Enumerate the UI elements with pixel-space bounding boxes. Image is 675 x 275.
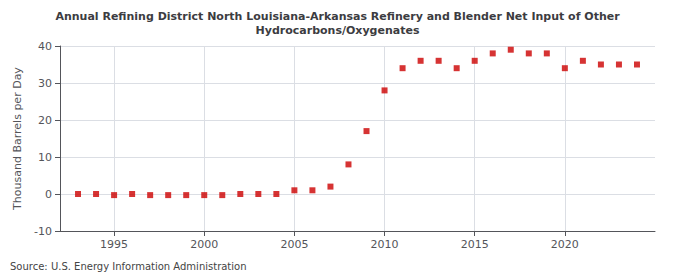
svg-text:2010: 2010 (371, 238, 399, 251)
svg-text:-10: -10 (34, 225, 52, 238)
svg-text:40: 40 (38, 40, 52, 53)
svg-text:Thousand Barrels per Day: Thousand Barrels per Day (11, 67, 24, 211)
svg-text:20: 20 (38, 114, 52, 127)
svg-text:2020: 2020 (551, 238, 579, 251)
svg-text:Source: U.S. Energy Informatio: Source: U.S. Energy Information Administ… (10, 261, 247, 272)
svg-text:2005: 2005 (280, 238, 308, 251)
svg-text:10: 10 (38, 151, 52, 164)
svg-text:30: 30 (38, 77, 52, 90)
svg-text:2000: 2000 (190, 238, 218, 251)
svg-text:1995: 1995 (100, 238, 128, 251)
svg-text:2015: 2015 (461, 238, 489, 251)
svg-text:Annual Refining District North: Annual Refining District North Louisiana… (55, 10, 620, 23)
svg-text:Hydrocarbons/Oxygenates: Hydrocarbons/Oxygenates (256, 24, 420, 37)
svg-text:0: 0 (45, 188, 52, 201)
